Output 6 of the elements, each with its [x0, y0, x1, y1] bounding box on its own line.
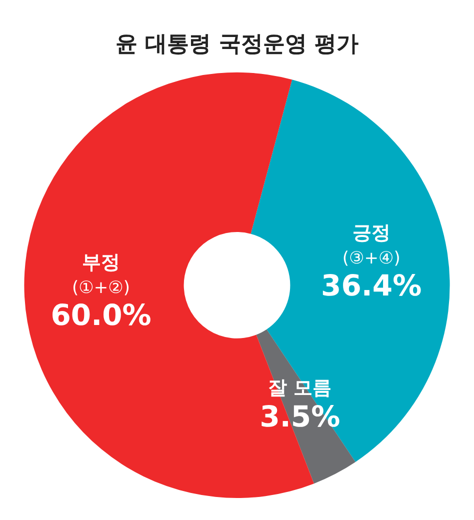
chart-title: 윤 대통령 국정운영 평가 [116, 32, 358, 57]
slice-label: 긍정 (③+④) [342, 222, 400, 268]
data-label: 60.0% [50, 298, 152, 332]
data-label: 3.5% [260, 400, 340, 434]
data-label: 36.4% [321, 268, 422, 302]
slice-label: 부정 (①+②) [72, 252, 130, 298]
